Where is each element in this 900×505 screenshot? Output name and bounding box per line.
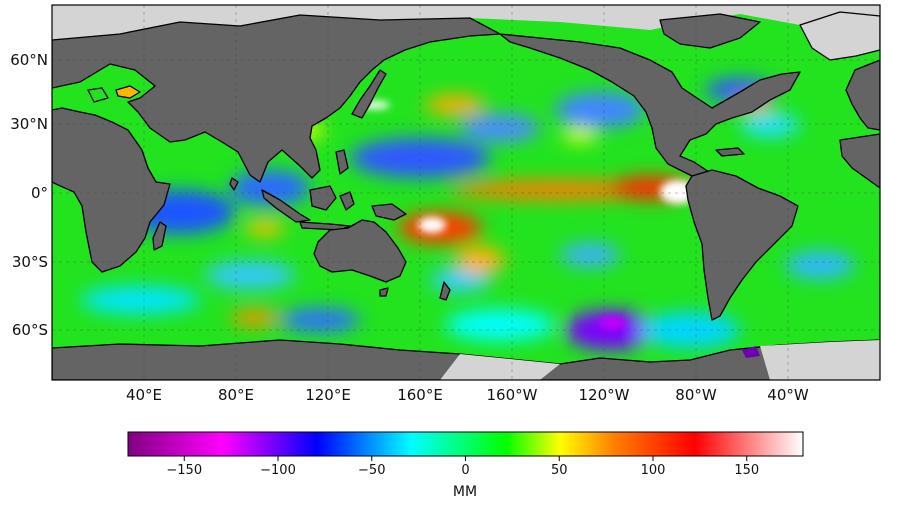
madagascar [152,221,167,251]
borneo [309,185,337,211]
greenland [799,11,880,61]
map-frame [51,4,881,381]
land-masses [52,5,880,380]
lat-label-60s: 60°S [12,321,48,339]
colorbar-tick-label: −100 [260,463,296,478]
lon-label-160w: 160°W [487,386,538,404]
colorbar-tick-label: 0 [461,463,469,478]
sulawesi [339,191,355,211]
africa [52,107,171,273]
caspian-sea [115,85,141,99]
ross-ice-shelf [440,354,560,380]
colorbar-tick-label: 50 [551,463,568,478]
colorbar-ticks: −150 −100 −50 0 50 100 150 [166,456,759,478]
lat-label-0: 0° [31,184,48,202]
cuba [715,147,745,157]
tasmania [379,287,389,297]
canadian-archipelago [659,13,761,49]
japan [351,69,387,119]
europe-east [845,59,880,131]
colorbar-unit-label: MM [453,484,477,500]
australia [313,219,407,283]
north-america [499,33,801,181]
philippines [335,149,349,175]
colorbar-gradient [127,431,804,457]
gridlines [52,5,880,380]
longitude-labels: 40°E 80°E 120°E 160°E 160°W 120°W 80°W 4… [126,386,809,404]
lon-label-80w: 80°W [675,386,717,404]
lon-label-120w: 120°W [579,386,630,404]
lon-label-40w: 40°W [767,386,809,404]
new-guinea [371,203,407,221]
lat-label-30s: 30°S [12,253,48,271]
lon-label-160e: 160°E [397,386,443,404]
south-america [685,169,799,321]
colorbar-tick-label: 150 [734,463,759,478]
lat-label-30n: 30°N [10,115,48,133]
new-zealand [439,281,451,301]
weddell-ice [760,340,880,380]
colorbar: −150 −100 −50 0 50 100 150 MM [127,431,804,500]
lon-label-120e: 120°E [305,386,351,404]
eurasia [52,14,501,183]
lon-label-40e: 40°E [126,386,162,404]
colorbar-tick-label: −150 [166,463,202,478]
arctic-ice [52,5,880,40]
black-sea [87,87,109,103]
antarctic-peninsula-low [742,346,760,358]
africa-west [839,133,880,189]
colorbar-tick-label: 100 [641,463,666,478]
sri-lanka [229,177,239,191]
colorbar-tick-label: −50 [358,463,385,478]
lon-label-80e: 80°E [218,386,254,404]
latitude-labels: 60°N 30°N 0° 30°S 60°S [10,51,48,339]
sumatra [261,189,311,223]
lat-label-60n: 60°N [10,51,48,69]
